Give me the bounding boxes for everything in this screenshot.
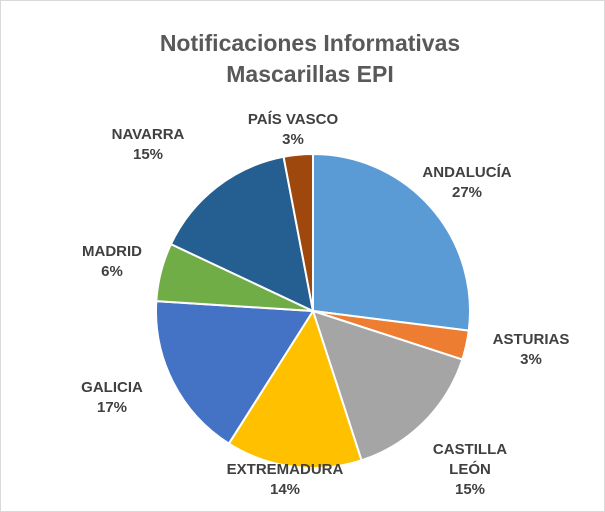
category-label: NAVARRA (111, 126, 185, 143)
value-label: 3% (520, 351, 542, 368)
pie-slice (155, 300, 315, 445)
category-label: MADRID (82, 243, 142, 260)
pie-slice (282, 152, 314, 312)
pie-slice (312, 152, 471, 332)
category-label: GALICIA (81, 379, 143, 396)
value-label: 17% (96, 399, 128, 416)
category-label: ANDALUCÍA (422, 164, 512, 181)
category-label: EXTREMADURA (226, 461, 344, 478)
data-label: ANDALUCÍA 27% (422, 163, 511, 203)
category-label: CASTILLA LEÓN (432, 441, 508, 478)
value-label: 6% (101, 263, 123, 280)
value-label: 14% (269, 481, 301, 498)
value-label: 15% (132, 146, 164, 163)
category-label: ASTURIAS (492, 331, 570, 348)
value-label: 3% (282, 131, 304, 148)
value-label: 15% (454, 481, 486, 498)
category-label: PAÍS VASCO (247, 111, 339, 128)
chart-title: Notificaciones Informativas Mascarillas … (159, 30, 461, 87)
value-label: 27% (451, 184, 483, 201)
data-label: NAVARRA 15% (112, 125, 185, 165)
data-label: PAÍS VASCO 3% (248, 110, 338, 150)
pie-slice (227, 308, 363, 469)
pie-slice (169, 155, 315, 313)
data-label: GALICIA 17% (81, 378, 143, 418)
data-label: EXTREMADURA 14% (227, 460, 344, 500)
data-label: ASTURIAS 3% (493, 330, 570, 370)
data-label: MADRID 6% (82, 242, 142, 282)
data-label: CASTILLA LEÓN 15% (430, 440, 510, 500)
